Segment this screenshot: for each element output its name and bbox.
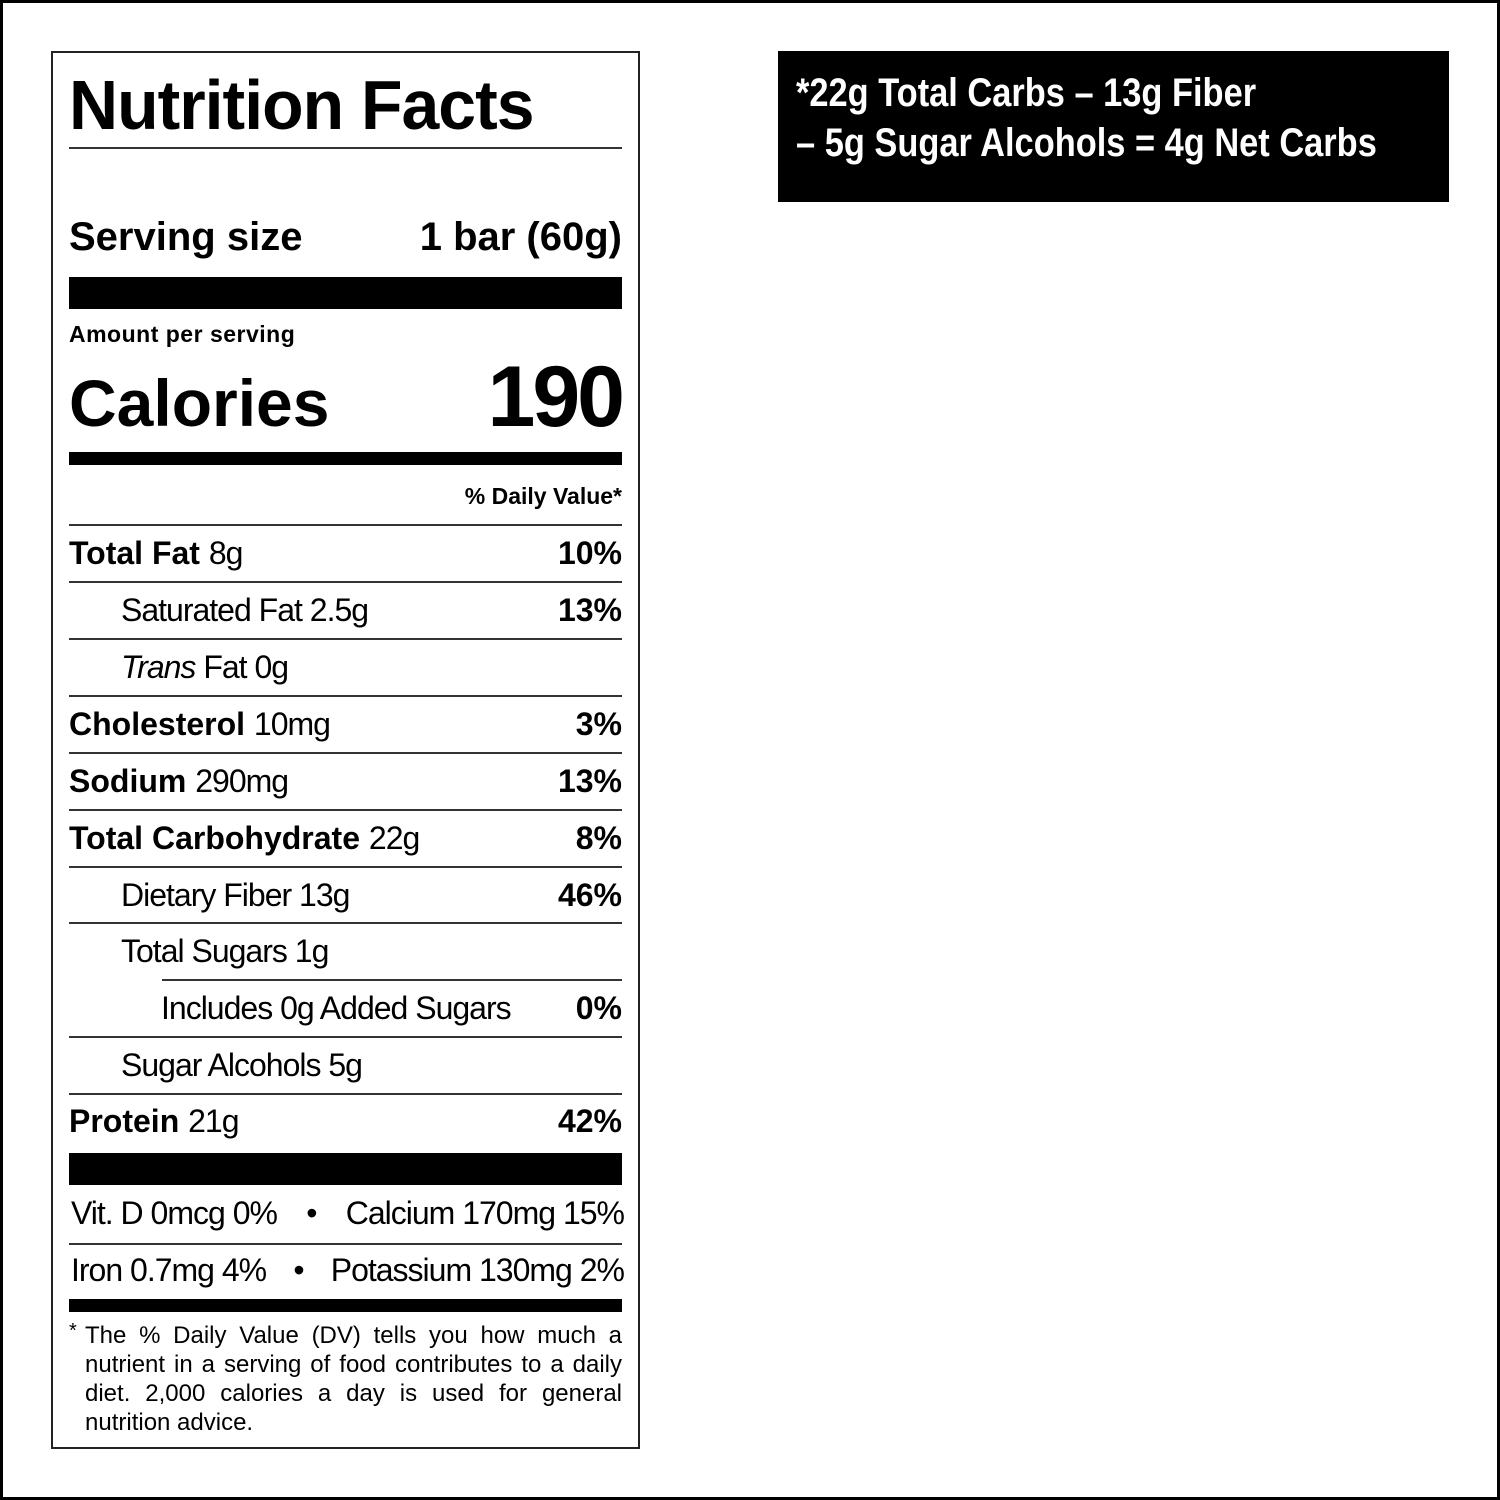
net-carbs-line-1: *22g Total Carbs – 13g Fiber bbox=[796, 71, 1257, 115]
calories-row: Calories 190 bbox=[69, 348, 625, 447]
nutrition-facts-label: Nutrition Facts Serving size 1 bar (60g)… bbox=[51, 51, 640, 1449]
nutrient-amount: 1g bbox=[294, 933, 330, 969]
nutrient-name: Dietary Fiber bbox=[121, 877, 292, 913]
amount-per-serving: Amount per serving bbox=[69, 321, 296, 347]
divider bbox=[69, 1093, 622, 1095]
divider bbox=[69, 866, 622, 868]
mineral-row: Iron 0.7mg 4% • Potassium 130mg 2% bbox=[71, 1252, 625, 1289]
calcium: Calcium 170mg 15% bbox=[345, 1195, 625, 1231]
nutrient-dv: 8% bbox=[575, 820, 622, 856]
nutrient-amount: 8g bbox=[208, 535, 244, 571]
nutrient-amount: 5g bbox=[328, 1047, 363, 1083]
nutrient-amount: 290mg bbox=[195, 763, 289, 799]
nutrient-name: Total Sugars bbox=[121, 933, 288, 969]
potassium: Potassium 130mg 2% bbox=[330, 1252, 625, 1288]
calories-value: 190 bbox=[487, 349, 625, 445]
nutrient-name-italic: Trans bbox=[121, 649, 196, 685]
nutrient-name: Total Carbohydrate bbox=[69, 820, 360, 856]
thick-divider bbox=[69, 1153, 622, 1185]
nutrient-amount: 0g bbox=[254, 649, 289, 685]
footnote-star: * bbox=[69, 1320, 77, 1342]
net-carbs-box: *22g Total Carbs – 13g Fiber – 5g Sugar … bbox=[778, 51, 1449, 202]
divider bbox=[69, 638, 622, 640]
divider bbox=[69, 922, 622, 924]
nutrient-name: Sodium bbox=[69, 763, 187, 799]
nutrient-amount: 13g bbox=[299, 877, 350, 913]
divider bbox=[69, 524, 622, 526]
footnote: * The % Daily Value (DV) tells you how m… bbox=[69, 1320, 622, 1437]
serving-size: Serving size 1 bar (60g) bbox=[69, 215, 622, 260]
vitamin-d: Vit. D 0mcg 0% bbox=[71, 1195, 278, 1231]
nutrient-row-saturated-fat: Saturated Fat 2.5g 13% bbox=[69, 583, 622, 638]
nutrient-dv: 42% bbox=[557, 1103, 622, 1139]
nutrient-dv: 0% bbox=[575, 990, 622, 1026]
serving-size-value: 1 bar (60g) bbox=[419, 215, 622, 259]
divider bbox=[69, 752, 622, 754]
calories-label: Calories bbox=[69, 366, 330, 440]
serving-size-label: Serving size bbox=[69, 215, 303, 259]
nutrient-name: Sugar Alcohols bbox=[121, 1047, 321, 1083]
nutrient-amount: 21g bbox=[188, 1103, 239, 1139]
nutrient-row-total-sugars: Total Sugars 1g bbox=[69, 924, 622, 979]
iron: Iron 0.7mg 4% bbox=[71, 1252, 267, 1288]
divider bbox=[69, 695, 622, 697]
nutrient-dv: 10% bbox=[557, 535, 622, 571]
nutrient-name: Cholesterol bbox=[69, 706, 246, 742]
nutrient-row-sugar-alcohols: Sugar Alcohols 5g bbox=[69, 1038, 622, 1093]
nutrient-dv: 3% bbox=[575, 706, 622, 742]
divider bbox=[162, 979, 622, 981]
nutrient-dv: 13% bbox=[557, 592, 622, 628]
label-title: Nutrition Facts bbox=[69, 66, 535, 144]
vitamin-row: Vit. D 0mcg 0% • Calcium 170mg 15% bbox=[71, 1195, 625, 1232]
nutrient-row-cholesterol: Cholesterol 10mg 3% bbox=[69, 697, 622, 752]
nutrient-row-added-sugars: Includes 0g Added Sugars 0% bbox=[69, 981, 622, 1036]
net-carbs-line-2: – 5g Sugar Alcohols = 4g Net Carbs bbox=[796, 121, 1377, 165]
divider bbox=[69, 147, 622, 149]
nutrient-amount: 22g bbox=[368, 820, 420, 856]
divider bbox=[69, 1243, 622, 1245]
bullet: • bbox=[306, 1195, 317, 1231]
medium-divider bbox=[69, 452, 622, 465]
footnote-text: The % Daily Value (DV) tells you how muc… bbox=[85, 1322, 622, 1436]
nutrient-row-protein: Protein 21g 42% bbox=[69, 1094, 622, 1149]
nutrient-row-total-carbohydrate: Total Carbohydrate 22g 8% bbox=[69, 811, 622, 866]
nutrient-row-sodium: Sodium 290mg 13% bbox=[69, 754, 622, 809]
nutrient-row-total-fat: Total Fat 8g 10% bbox=[69, 526, 622, 581]
nutrient-name: Fat bbox=[203, 649, 247, 685]
nutrient-row-dietary-fiber: Dietary Fiber 13g 46% bbox=[69, 868, 622, 923]
nutrient-dv: 13% bbox=[557, 763, 622, 799]
nutrient-name: Protein bbox=[69, 1103, 180, 1139]
divider bbox=[69, 581, 622, 583]
nutrient-name: Saturated Fat bbox=[121, 592, 303, 628]
nutrient-name: Total Fat bbox=[69, 535, 200, 571]
daily-value-header: % Daily Value* bbox=[464, 483, 622, 509]
thick-divider bbox=[69, 277, 622, 309]
bullet: • bbox=[293, 1252, 304, 1288]
nutrient-row-trans-fat: Trans Fat 0g bbox=[69, 640, 622, 695]
divider bbox=[69, 1036, 622, 1038]
nutrient-amount: 2.5g bbox=[309, 592, 369, 628]
medium-divider bbox=[69, 1299, 622, 1312]
nutrient-dv: 46% bbox=[557, 877, 622, 913]
divider bbox=[69, 809, 622, 811]
nutrient-amount: 10mg bbox=[253, 706, 331, 742]
nutrient-name: Includes 0g Added Sugars bbox=[161, 990, 512, 1026]
